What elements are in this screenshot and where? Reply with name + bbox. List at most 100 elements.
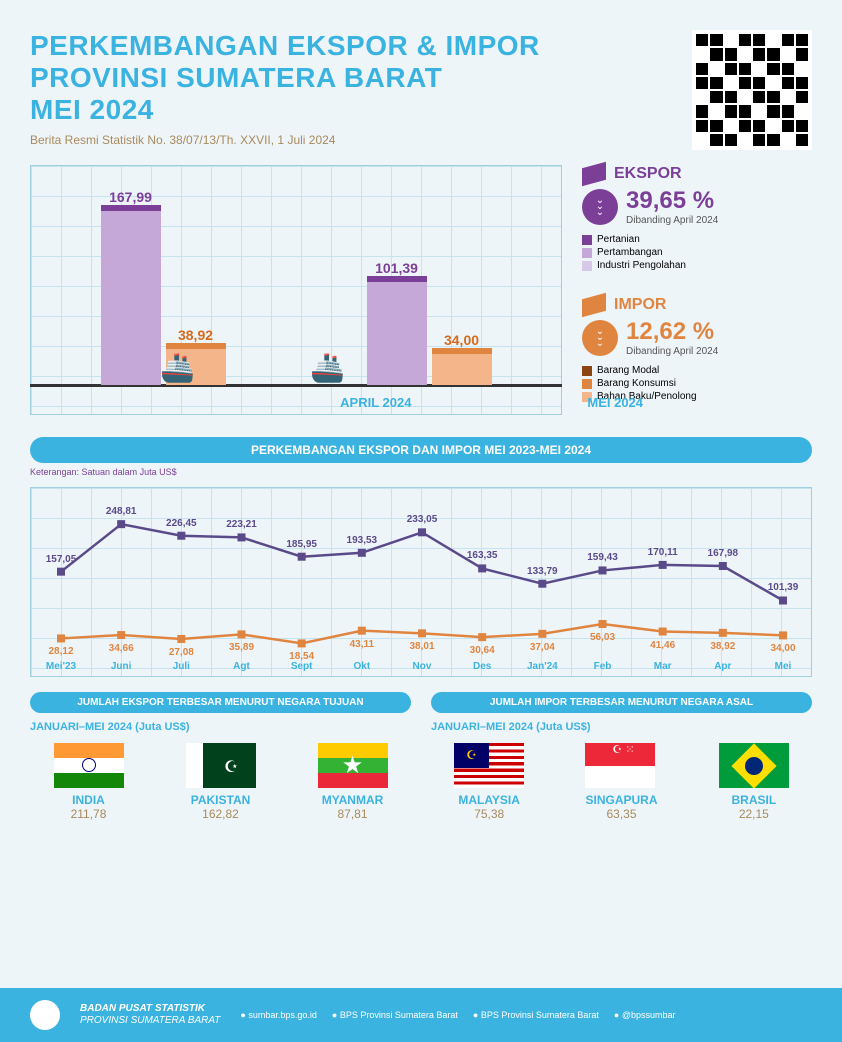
stat-ekspor: EKSPOR ⌄⌄⌄ 39,65 % Dibanding April 2024 … <box>582 165 812 271</box>
line-value-label: 27,08 <box>169 647 194 658</box>
legend-label: Pertambangan <box>597 247 663 258</box>
impor-sub: Dibanding April 2024 <box>626 346 718 357</box>
line-value-label: 133,79 <box>527 566 558 577</box>
side-stats: EKSPOR ⌄⌄⌄ 39,65 % Dibanding April 2024 … <box>582 165 812 427</box>
x-axis-label: Apr <box>714 661 731 672</box>
impor-title: IMPOR <box>614 296 666 314</box>
country-value: 87,81 <box>318 807 388 821</box>
box-icon <box>582 162 606 186</box>
impor-pct: 12,62 % <box>626 318 718 346</box>
footer-link[interactable]: BPS Provinsi Sumatera Barat <box>473 1010 599 1020</box>
down-arrow-icon: ⌄⌄⌄ <box>582 320 618 356</box>
note: Keterangan: Satuan dalam Juta US$ <box>30 467 812 477</box>
legend-item: Industri Pengolahan <box>582 260 812 271</box>
footer-link[interactable]: @bpssumbar <box>614 1010 676 1020</box>
footer: BADAN PUSAT STATISTIK PROVINSI SUMATERA … <box>0 988 842 1042</box>
legend-swatch <box>582 248 592 258</box>
flag-icon: ☪ <box>186 743 256 788</box>
ship-icon: 🚢 <box>160 351 195 384</box>
flag-icon <box>719 743 789 788</box>
legend-item: Barang Konsumsi <box>582 378 812 389</box>
flag-icon: ☪ ⁙ <box>585 743 655 788</box>
flag-item: BRASIL 22,15 <box>719 743 789 821</box>
footer-link[interactable]: BPS Provinsi Sumatera Barat <box>332 1010 458 1020</box>
box-icon <box>582 293 606 317</box>
stat-impor: IMPOR ⌄⌄⌄ 12,62 % Dibanding April 2024 B… <box>582 296 812 402</box>
bps-logo-icon <box>30 1000 60 1030</box>
ekspor-countries: JUMLAH EKSPOR TERBESAR MENURUT NEGARA TU… <box>30 692 411 821</box>
x-axis-label: Juni <box>111 661 132 672</box>
line-value-label: 185,95 <box>286 539 317 550</box>
content: PERKEMBANGAN EKSPOR & IMPOR PROVINSI SUM… <box>0 0 842 821</box>
bar-impor: 34,00 <box>432 348 492 385</box>
title-line1: PERKEMBANGAN EKSPOR & IMPOR <box>30 30 692 62</box>
line-value-label: 38,01 <box>409 641 434 652</box>
country-name: INDIA <box>54 793 124 807</box>
title-line3: MEI 2024 <box>30 94 692 126</box>
country-name: BRASIL <box>719 793 789 807</box>
line-value-label: 35,89 <box>229 642 254 653</box>
line-value-label: 193,53 <box>347 535 378 546</box>
country-value: 75,38 <box>454 807 524 821</box>
footer-link[interactable]: sumbar.bps.go.id <box>240 1010 316 1020</box>
bar-value: 101,39 <box>375 260 418 276</box>
flag-item: INDIA 211,78 <box>54 743 124 821</box>
line-value-label: 157,05 <box>46 554 77 565</box>
country-value: 22,15 <box>719 807 789 821</box>
bar-ekspor: 167,99 <box>101 205 161 385</box>
ekspor-legend: Pertanian Pertambangan Industri Pengolahan <box>582 234 812 271</box>
legend-swatch <box>582 261 592 271</box>
impor-period: JANUARI–MEI 2024 (Juta US$) <box>431 721 812 733</box>
header-text: PERKEMBANGAN EKSPOR & IMPOR PROVINSI SUM… <box>30 30 692 150</box>
line-value-label: 248,81 <box>106 506 137 517</box>
bar-value: 34,00 <box>444 332 479 348</box>
footer-links: sumbar.bps.go.id BPS Provinsi Sumatera Ba… <box>240 1010 675 1020</box>
ekspor-pct: 39,65 % <box>626 187 718 215</box>
line-value-label: 163,35 <box>467 550 498 561</box>
month-label: MEI 2024 <box>349 395 842 410</box>
ekspor-sub: Dibanding April 2024 <box>626 215 718 226</box>
line-value-label: 28,12 <box>48 646 73 657</box>
flag-icon: ★ <box>318 743 388 788</box>
country-name: MALAYSIA <box>454 793 524 807</box>
line-value-label: 167,98 <box>708 548 739 559</box>
line-value-label: 41,46 <box>650 640 675 651</box>
country-name: SINGAPURA <box>585 793 657 807</box>
flag-item: ☪ PAKISTAN 162,82 <box>186 743 256 821</box>
subtitle: Berita Resmi Statistik No. 38/07/13/Th. … <box>30 133 692 147</box>
legend-swatch <box>582 366 592 376</box>
ekspor-banner: JUMLAH EKSPOR TERBESAR MENURUT NEGARA TU… <box>30 692 411 713</box>
line-value-label: 223,21 <box>226 519 257 530</box>
line-value-label: 30,64 <box>470 645 495 656</box>
down-arrow-icon: ⌄⌄⌄ <box>582 189 618 225</box>
footer-org2: PROVINSI SUMATERA BARAT <box>80 1015 220 1026</box>
impor-countries: JUMLAH IMPOR TERBESAR MENURUT NEGARA ASA… <box>431 692 812 821</box>
flag-icon <box>54 743 124 788</box>
x-axis-label: Okt <box>353 661 370 672</box>
legend-swatch <box>582 379 592 389</box>
x-axis-label: Des <box>473 661 491 672</box>
bottom-row: JUMLAH EKSPOR TERBESAR MENURUT NEGARA TU… <box>30 692 812 821</box>
line-chart: 157,05248,81226,45223,21185,95193,53233,… <box>30 487 812 677</box>
line-value-label: 101,39 <box>768 582 799 593</box>
country-value: 211,78 <box>54 807 124 821</box>
legend-item: Pertanian <box>582 234 812 245</box>
line-value-label: 233,05 <box>407 514 438 525</box>
line-value-label: 34,00 <box>770 643 795 654</box>
bar-chart: 167,99 38,92 101,39 34,00 🚢 🚢 APRIL 2024… <box>30 165 562 415</box>
main-row: 167,99 38,92 101,39 34,00 🚢 🚢 APRIL 2024… <box>30 165 812 427</box>
line-value-label: 34,66 <box>109 643 134 654</box>
page: PERKEMBANGAN EKSPOR & IMPOR PROVINSI SUM… <box>0 0 842 1042</box>
flag-icon: ☪ <box>454 743 524 788</box>
x-axis-label: Jan'24 <box>527 661 558 672</box>
x-axis-label: Agt <box>233 661 250 672</box>
x-axis-label: Sept <box>291 661 313 672</box>
line-value-label: 38,92 <box>710 641 735 652</box>
legend-label: Industri Pengolahan <box>597 260 686 271</box>
legend-swatch <box>582 235 592 245</box>
legend-label: Barang Modal <box>597 365 659 376</box>
qr-code[interactable] <box>692 30 812 150</box>
legend-item: Pertambangan <box>582 247 812 258</box>
ekspor-title: EKSPOR <box>614 165 682 183</box>
x-axis-label: Mar <box>654 661 672 672</box>
